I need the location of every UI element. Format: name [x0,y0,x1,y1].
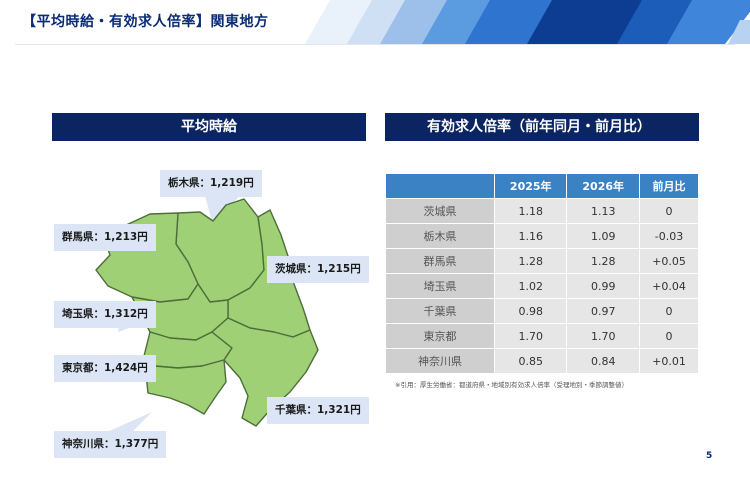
prefecture-cell: 神奈川県 [385,348,495,374]
table-header-cell: 2026年 [566,173,640,199]
month-change-cell: 0 [638,298,700,324]
prefecture-cell: 東京都 [385,323,495,349]
header-stripes-decoration [305,0,750,44]
table-header-cell: 前月比 [638,173,700,199]
ratio-2025-cell: 1.28 [493,248,568,274]
slide-title: 【平均時給・有効求人倍率】関東地方 [22,14,269,30]
kanagawa-region [143,355,227,415]
ratio-2025-cell: 0.85 [493,348,568,374]
ratio-2026-cell: 1.13 [566,198,640,224]
table-row: 千葉県 0.98 0.97 0 [385,298,700,324]
table-row: 栃木県 1.16 1.09 -0.03 [385,223,700,249]
ratio-2026-cell: 1.09 [566,223,640,249]
ratio-2025-cell: 1.02 [493,273,568,299]
ratio-2026-cell: 0.84 [566,348,640,374]
average-wage-header: 平均時給 [52,113,366,141]
callout-tochigi: 栃木県：1,219円 [160,170,262,197]
page-number: 5 [706,451,713,461]
ratio-2026-cell: 0.97 [566,298,640,324]
table-header-cell [385,173,495,199]
callout-ibaraki: 茨城県：1,215円 [267,256,369,283]
ratio-2025-cell: 1.70 [493,323,568,349]
prefecture-cell: 群馬県 [385,248,495,274]
prefecture-cell: 栃木県 [385,223,495,249]
callout-tokyo: 東京都：1,424円 [54,355,156,382]
month-change-cell: +0.04 [638,273,700,299]
ratio-2025-cell: 1.16 [493,223,568,249]
callout-gunma: 群馬県：1,213円 [54,224,156,251]
table-header-cell: 2025年 [493,173,568,199]
table-row: 東京都 1.70 1.70 0 [385,323,700,349]
ratio-2026-cell: 0.99 [566,273,640,299]
table-header-row: 2025年 2026年 前月比 [385,173,700,199]
prefecture-cell: 千葉県 [385,298,495,324]
title-divider [15,44,735,45]
table-row: 神奈川県 0.85 0.84 +0.01 [385,348,700,374]
callout-chiba: 千葉県：1,321円 [267,397,369,424]
table-row: 群馬県 1.28 1.28 +0.05 [385,248,700,274]
callout-kanagawa: 神奈川県：1,377円 [54,431,167,458]
month-change-cell: 0 [638,198,700,224]
prefecture-cell: 埼玉県 [385,273,495,299]
callout-saitama: 埼玉県：1,312円 [54,301,156,328]
table-row: 茨城県 1.18 1.13 0 [385,198,700,224]
prefecture-cell: 茨城県 [385,198,495,224]
month-change-cell: -0.03 [638,223,700,249]
ratio-2025-cell: 0.98 [493,298,568,324]
ratio-2026-cell: 1.70 [566,323,640,349]
job-ratio-header: 有効求人倍率（前年同月・前月比） [385,113,699,141]
job-ratio-table: 2025年 2026年 前月比 茨城県 1.18 1.13 0 栃木県 1.16… [385,173,700,374]
ratio-2025-cell: 1.18 [493,198,568,224]
source-note: ※引用：厚生労働省：都道府県・地域別有効求人倍率（受理地別・季節調整値） [395,381,628,389]
ratio-2026-cell: 1.28 [566,248,640,274]
month-change-cell: +0.01 [638,348,700,374]
table-row: 埼玉県 1.02 0.99 +0.04 [385,273,700,299]
month-change-cell: +0.05 [638,248,700,274]
month-change-cell: 0 [638,323,700,349]
